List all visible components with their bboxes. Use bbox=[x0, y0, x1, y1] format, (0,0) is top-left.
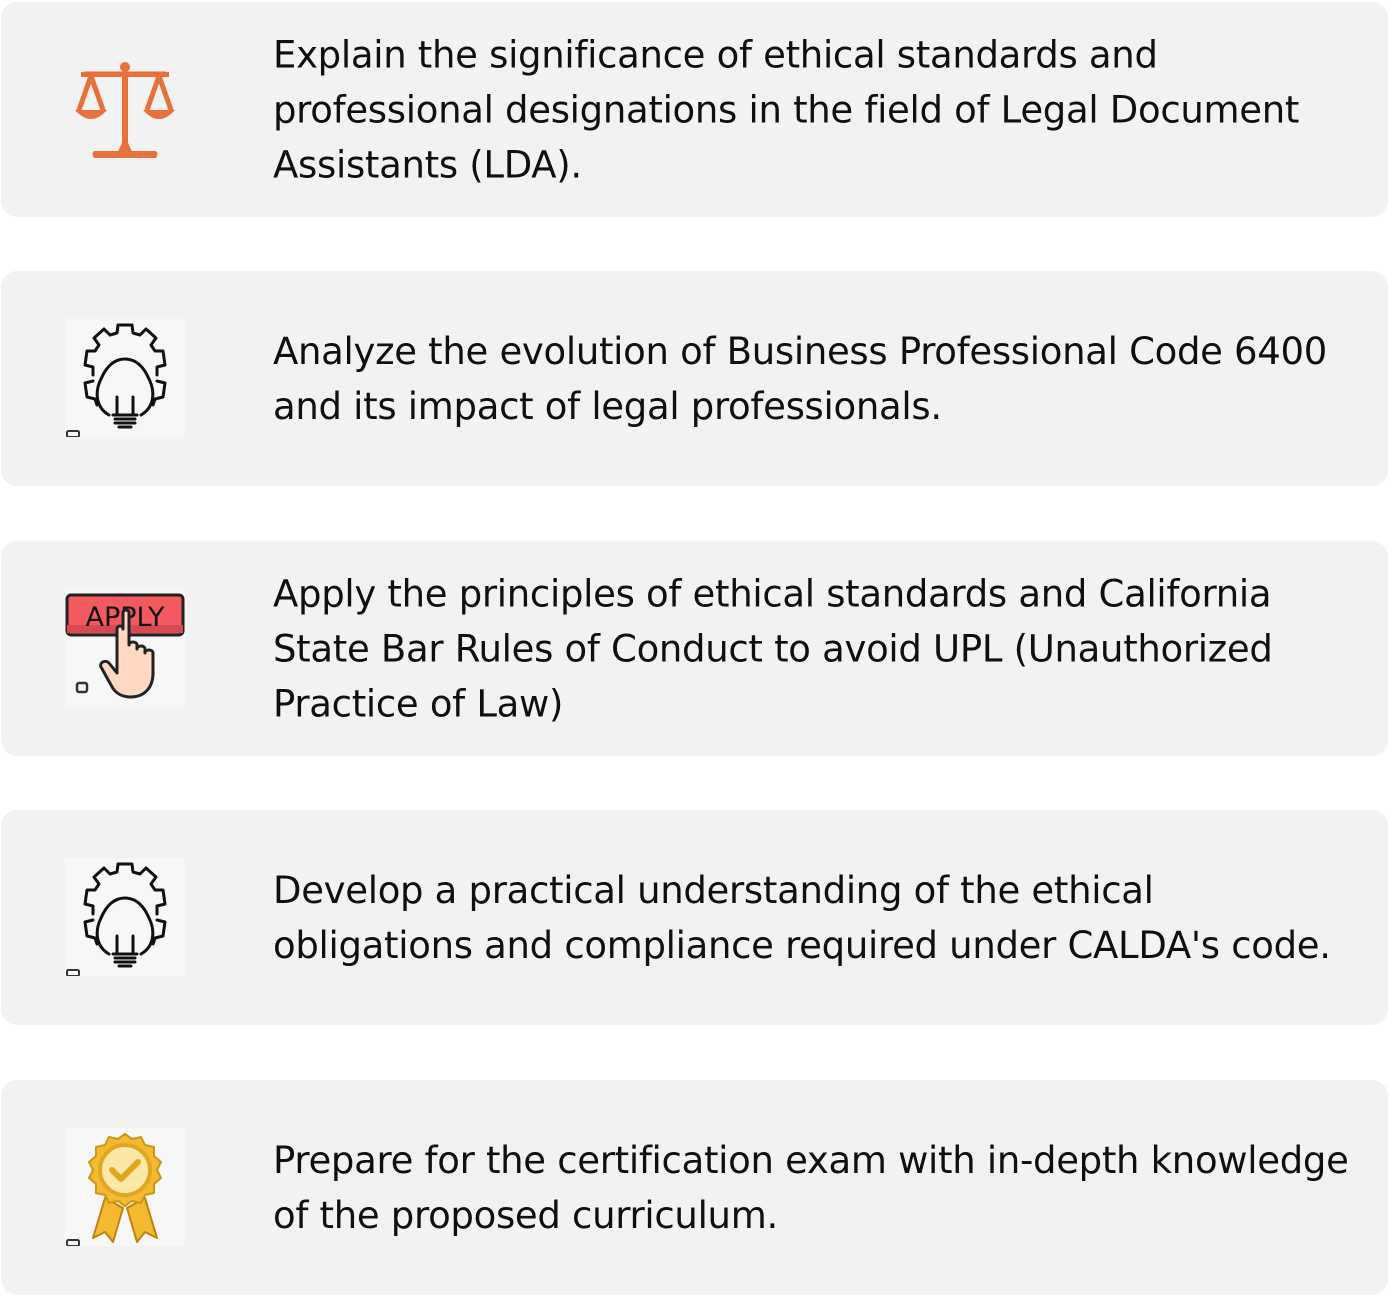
objective-text: Develop a practical understanding of the… bbox=[273, 868, 1331, 967]
scales-of-justice-icon bbox=[65, 50, 185, 168]
gear-lightbulb-icon bbox=[65, 319, 185, 437]
list-item: APPLY Apply the principles of ethical st… bbox=[1, 541, 1388, 756]
list-item: Explain the significance of ethical stan… bbox=[1, 2, 1388, 217]
list-item: Develop a practical understanding of the… bbox=[1, 810, 1388, 1025]
apply-button-hand-icon: APPLY bbox=[65, 589, 185, 707]
objective-text: Prepare for the certification exam with … bbox=[273, 1138, 1349, 1237]
gear-lightbulb-icon bbox=[65, 858, 185, 976]
objective-text: Apply the principles of ethical standard… bbox=[273, 572, 1273, 725]
objective-text: Analyze the evolution of Business Profes… bbox=[273, 329, 1328, 428]
objective-text: Explain the significance of ethical stan… bbox=[273, 33, 1300, 186]
award-badge-icon bbox=[65, 1128, 185, 1246]
list-item: Prepare for the certification exam with … bbox=[1, 1080, 1388, 1295]
list-item: Analyze the evolution of Business Profes… bbox=[1, 271, 1388, 486]
